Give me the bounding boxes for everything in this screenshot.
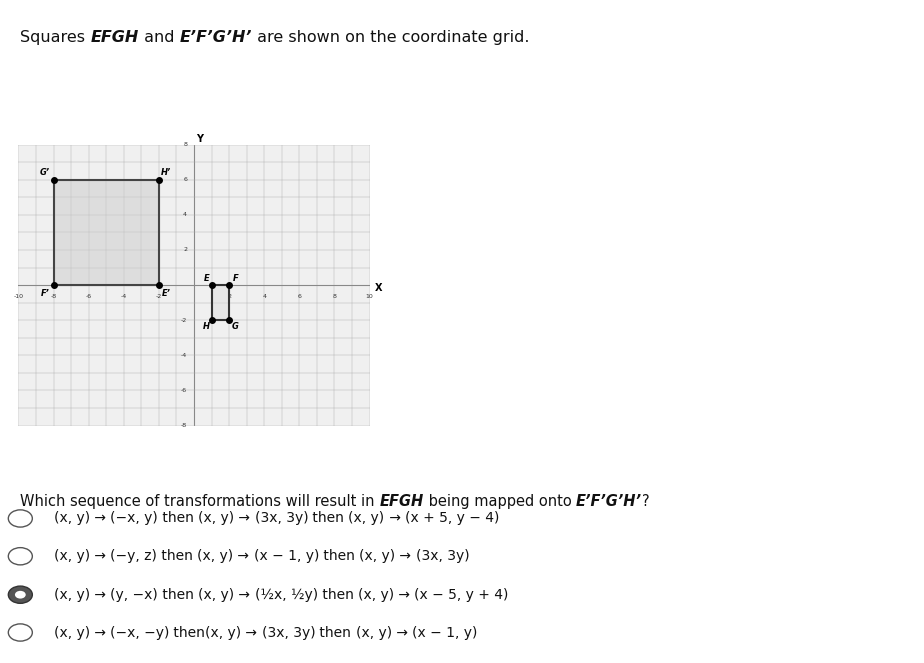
Text: F’: F’ — [41, 289, 49, 298]
Text: and: and — [139, 30, 179, 45]
Text: (x, y): (x, y) — [54, 549, 90, 564]
Text: G’: G’ — [40, 168, 50, 177]
Text: H’: H’ — [161, 168, 171, 177]
Text: then: then — [169, 625, 205, 640]
Text: →: → — [90, 511, 110, 526]
Text: -8: -8 — [181, 423, 187, 428]
Text: then: then — [315, 625, 356, 640]
Text: (x, y): (x, y) — [54, 511, 90, 526]
Text: (−y, z): (−y, z) — [110, 549, 157, 564]
Circle shape — [15, 591, 26, 599]
Text: →: → — [234, 587, 255, 602]
Text: Y: Y — [196, 135, 202, 145]
Text: X: X — [374, 282, 383, 293]
Text: -8: -8 — [51, 294, 56, 299]
Text: Which sequence of transformations will result in: Which sequence of transformations will r… — [20, 494, 380, 509]
Text: then: then — [158, 511, 198, 526]
Text: →: → — [392, 625, 412, 640]
Circle shape — [8, 510, 32, 527]
Text: 4: 4 — [183, 212, 187, 217]
Text: →: → — [90, 587, 110, 602]
Circle shape — [8, 624, 32, 641]
Text: (x, y): (x, y) — [197, 549, 234, 564]
Text: 10: 10 — [366, 294, 373, 299]
Text: →: → — [234, 549, 254, 564]
Text: (x, y): (x, y) — [356, 625, 392, 640]
Text: (3x, 3y): (3x, 3y) — [261, 625, 315, 640]
Text: 2: 2 — [227, 294, 231, 299]
Text: E: E — [203, 274, 209, 284]
Text: →: → — [395, 587, 415, 602]
Text: ?: ? — [642, 494, 650, 509]
Polygon shape — [212, 285, 229, 320]
Text: →: → — [90, 625, 110, 640]
Text: 6: 6 — [298, 294, 301, 299]
Text: Squares: Squares — [20, 30, 91, 45]
Text: E’: E’ — [162, 289, 170, 298]
Text: (x − 1, y): (x − 1, y) — [412, 625, 478, 640]
Text: then: then — [158, 587, 198, 602]
Text: -4: -4 — [121, 294, 127, 299]
Text: F: F — [233, 274, 238, 284]
Text: (x, y): (x, y) — [54, 587, 90, 602]
Text: -2: -2 — [156, 294, 162, 299]
Text: (x − 1, y): (x − 1, y) — [254, 549, 319, 564]
Text: →: → — [241, 625, 261, 640]
Text: (3x, 3y): (3x, 3y) — [255, 511, 309, 526]
Text: (x + 5, y − 4): (x + 5, y − 4) — [405, 511, 499, 526]
Text: (x, y): (x, y) — [54, 625, 90, 640]
Text: G: G — [232, 322, 238, 331]
Circle shape — [8, 548, 32, 565]
Text: being mapped onto: being mapped onto — [424, 494, 576, 509]
Text: (x, y): (x, y) — [198, 587, 234, 602]
Text: (−x, −y): (−x, −y) — [110, 625, 169, 640]
Text: 2: 2 — [183, 247, 187, 253]
Text: -2: -2 — [181, 318, 187, 323]
Text: 4: 4 — [262, 294, 266, 299]
Text: -6: -6 — [86, 294, 91, 299]
Text: 6: 6 — [183, 177, 187, 182]
Text: E’F’G’H’: E’F’G’H’ — [179, 30, 252, 45]
Text: (½x, ½y): (½x, ½y) — [255, 587, 318, 602]
Text: (x, y): (x, y) — [359, 549, 395, 564]
Text: then: then — [157, 549, 197, 564]
Text: -6: -6 — [181, 388, 187, 393]
Text: are shown on the coordinate grid.: are shown on the coordinate grid. — [252, 30, 529, 45]
Text: 8: 8 — [333, 294, 336, 299]
Text: (x, y): (x, y) — [348, 511, 384, 526]
Text: (x, y): (x, y) — [205, 625, 241, 640]
Polygon shape — [54, 180, 159, 285]
Text: -10: -10 — [14, 294, 23, 299]
Text: then: then — [309, 511, 348, 526]
Text: (x, y): (x, y) — [358, 587, 395, 602]
Text: then: then — [319, 549, 359, 564]
Text: then: then — [318, 587, 358, 602]
Text: →: → — [384, 511, 405, 526]
Text: (3x, 3y): (3x, 3y) — [416, 549, 469, 564]
Text: (y, −x): (y, −x) — [110, 587, 158, 602]
Text: EFGH: EFGH — [380, 494, 424, 509]
Circle shape — [8, 586, 32, 603]
Text: (x − 5, y + 4): (x − 5, y + 4) — [415, 587, 509, 602]
Text: (x, y): (x, y) — [198, 511, 234, 526]
Text: -4: -4 — [181, 353, 187, 358]
Text: →: → — [395, 549, 416, 564]
Text: (−x, y): (−x, y) — [110, 511, 158, 526]
Text: H: H — [203, 322, 210, 331]
Text: 8: 8 — [183, 142, 187, 147]
Text: →: → — [90, 549, 110, 564]
Text: →: → — [234, 511, 255, 526]
Text: EFGH: EFGH — [91, 30, 139, 45]
Text: E’F’G’H’: E’F’G’H’ — [576, 494, 642, 509]
